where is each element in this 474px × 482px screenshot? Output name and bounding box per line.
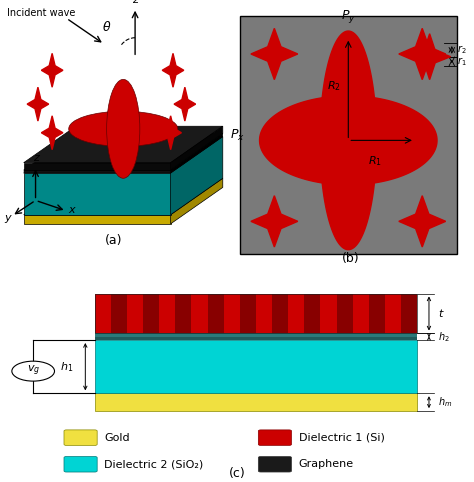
Text: y: y	[4, 213, 10, 223]
Text: $P_x$: $P_x$	[230, 127, 245, 143]
Text: $h_m$: $h_m$	[438, 395, 453, 409]
Bar	[95, 393, 417, 411]
Polygon shape	[171, 178, 223, 224]
Bar	[175, 294, 191, 334]
Text: (b): (b)	[342, 252, 360, 265]
Polygon shape	[41, 54, 63, 87]
Polygon shape	[171, 137, 223, 215]
Polygon shape	[41, 116, 63, 149]
Bar	[272, 294, 288, 334]
Bar	[385, 294, 401, 334]
Bar	[191, 294, 208, 334]
Text: $R_1$: $R_1$	[368, 154, 383, 168]
Text: $r_1$: $r_1$	[457, 55, 466, 68]
Text: Dielectric 1 (Si): Dielectric 1 (Si)	[299, 433, 384, 442]
Text: Graphene: Graphene	[299, 459, 354, 469]
Bar	[240, 16, 457, 254]
FancyBboxPatch shape	[64, 456, 97, 472]
Text: $h_1$: $h_1$	[60, 360, 73, 374]
Bar	[224, 294, 240, 334]
Polygon shape	[27, 87, 49, 121]
Polygon shape	[171, 134, 223, 173]
Polygon shape	[24, 178, 223, 215]
Polygon shape	[24, 137, 223, 173]
Bar	[95, 294, 417, 334]
Bar	[159, 294, 175, 334]
Bar	[337, 294, 353, 334]
Polygon shape	[24, 134, 223, 170]
Bar	[240, 294, 256, 334]
Polygon shape	[171, 126, 223, 170]
Bar	[288, 294, 304, 334]
Text: Dielectric 2 (SiO₂): Dielectric 2 (SiO₂)	[104, 459, 203, 469]
Text: $\theta$: $\theta$	[102, 20, 111, 34]
Polygon shape	[260, 96, 437, 185]
Text: (a): (a)	[105, 234, 122, 247]
Polygon shape	[24, 126, 223, 163]
Bar	[353, 294, 369, 334]
Polygon shape	[251, 28, 298, 80]
Polygon shape	[24, 163, 171, 170]
Text: x: x	[68, 205, 74, 215]
Bar	[143, 294, 159, 334]
Text: z: z	[33, 153, 38, 163]
Polygon shape	[251, 196, 298, 247]
Bar	[95, 334, 417, 337]
Polygon shape	[409, 34, 451, 80]
Text: Incident wave: Incident wave	[7, 8, 75, 18]
Text: z: z	[132, 0, 138, 5]
Text: $P_y$: $P_y$	[341, 8, 356, 25]
Text: $h_2$: $h_2$	[438, 330, 450, 344]
Polygon shape	[399, 196, 446, 247]
Bar	[95, 294, 111, 334]
Text: (c): (c)	[228, 467, 246, 480]
FancyBboxPatch shape	[258, 456, 292, 472]
FancyBboxPatch shape	[64, 430, 97, 445]
Text: $r_2$: $r_2$	[457, 43, 466, 56]
Polygon shape	[399, 28, 446, 80]
Bar	[208, 294, 224, 334]
Text: $t$: $t$	[438, 308, 445, 320]
Polygon shape	[320, 31, 377, 250]
Bar	[111, 294, 127, 334]
FancyBboxPatch shape	[258, 430, 292, 445]
Bar	[256, 294, 272, 334]
Bar	[95, 337, 417, 340]
Ellipse shape	[69, 111, 178, 147]
Bar	[369, 294, 385, 334]
Polygon shape	[24, 170, 171, 173]
Polygon shape	[160, 116, 182, 149]
Text: Gold: Gold	[104, 433, 130, 442]
Circle shape	[12, 361, 55, 381]
Bar	[304, 294, 320, 334]
Polygon shape	[24, 173, 171, 215]
Text: $R_2$: $R_2$	[327, 80, 340, 94]
Text: $v_g$: $v_g$	[27, 364, 40, 378]
Polygon shape	[24, 215, 171, 224]
Polygon shape	[162, 54, 184, 87]
Bar	[320, 294, 337, 334]
Bar	[401, 294, 417, 334]
Polygon shape	[174, 87, 196, 121]
Bar	[127, 294, 143, 334]
Bar	[95, 340, 417, 393]
Ellipse shape	[107, 80, 140, 178]
